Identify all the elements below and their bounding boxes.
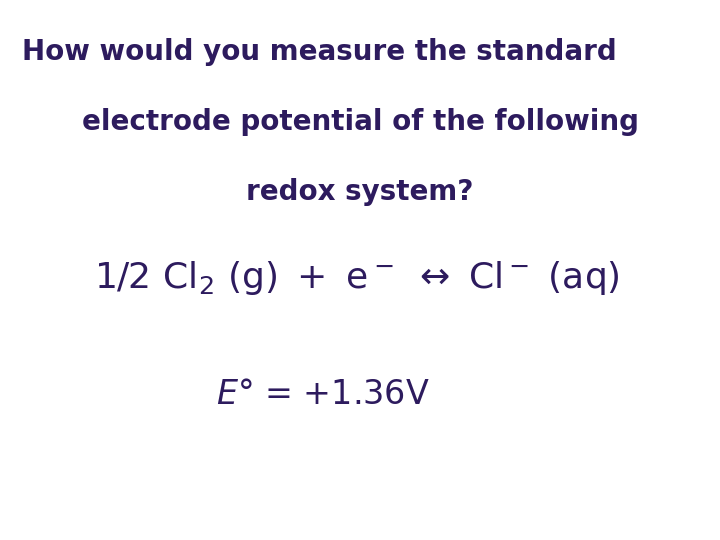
Text: $\mathsf{1/2\ Cl_2\ (g)\ +\ e^-\ \leftrightarrow\ Cl^-\ (aq)}$: $\mathsf{1/2\ Cl_2\ (g)\ +\ e^-\ \leftri…	[94, 259, 619, 297]
Text: $\mathit{E}$° = +1.36V: $\mathit{E}$° = +1.36V	[216, 378, 430, 411]
Text: redox system?: redox system?	[246, 178, 474, 206]
Text: electrode potential of the following: electrode potential of the following	[81, 108, 639, 136]
Text: How would you measure the standard: How would you measure the standard	[22, 38, 616, 66]
